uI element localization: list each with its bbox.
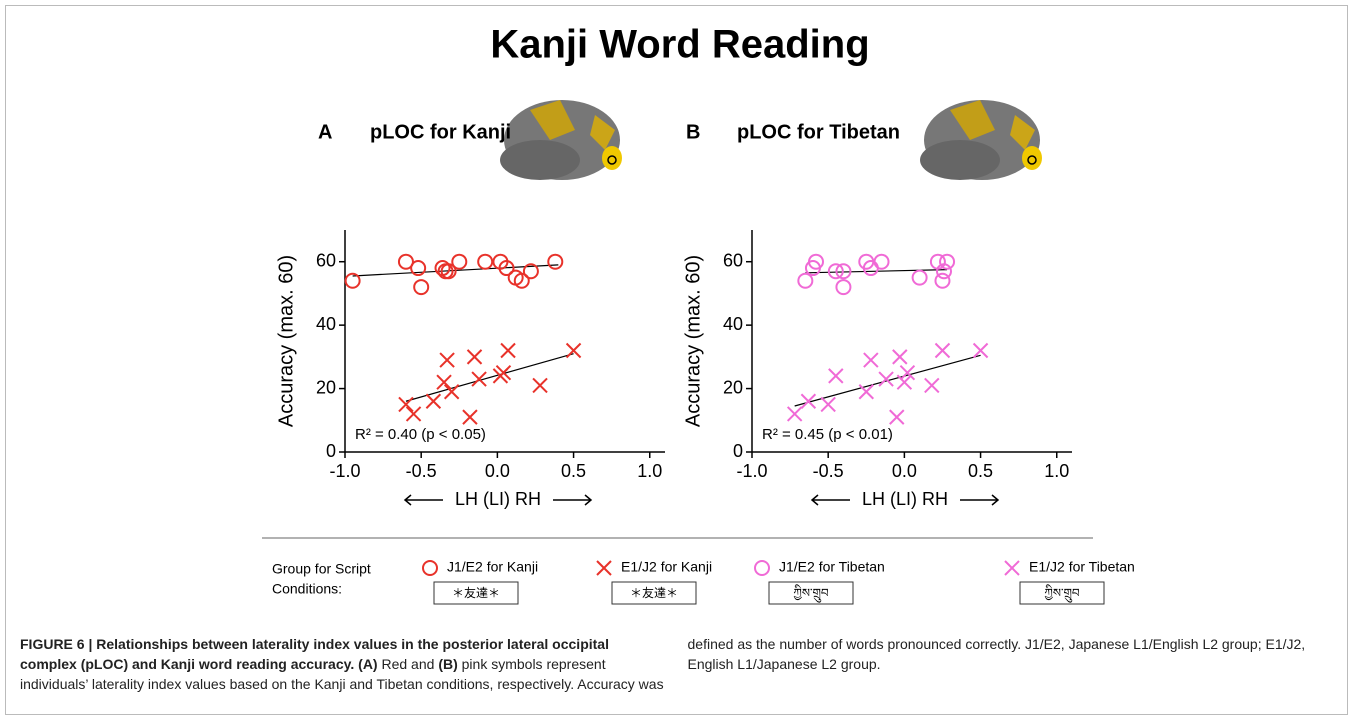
x-tick-label: 0.5 [968,461,993,481]
caption-text: Red and [378,656,439,672]
point [533,378,547,392]
script-sample: ＊友達＊ [452,586,500,600]
panel-title: pLOC for Kanji [370,121,511,143]
y-axis-label: Accuracy (max. 60) [275,255,297,427]
point [426,394,440,408]
legend-marker [1005,561,1019,575]
legend-label: J1/E2 for Tibetan [779,559,885,575]
x-tick-label: 0.5 [561,461,586,481]
point [821,397,835,411]
y-tick-label: 60 [316,250,336,270]
point [836,280,850,294]
point [925,378,939,392]
y-tick-label: 20 [316,377,336,397]
y-tick-label: 40 [316,314,336,334]
page: Kanji Word Reading Group for Script Cond… [0,0,1355,722]
panel-label: A [318,121,332,143]
point [407,407,421,421]
legend-title: Conditions: [272,581,342,597]
annotation: R² = 0.40 (p < 0.05) [355,426,486,443]
point [788,407,802,421]
caption-ref: (A) [358,656,377,672]
point [501,344,515,358]
point [913,271,927,285]
panel-title: pLOC for Tibetan [737,121,900,143]
legend-item: J1/E2 for Tibetan [755,559,885,575]
point [879,372,893,386]
x-axis-label: LH (LI) RH [862,489,948,509]
legend-marker [423,561,437,575]
caption: FIGURE 6 | Relationships between lateral… [20,634,1335,694]
point [399,397,413,411]
x-axis-label: LH (LI) RH [455,489,541,509]
legend-title: Group for Script [272,561,371,577]
point [940,255,954,269]
y-tick-label: 0 [326,441,336,461]
legend-item: J1/E2 for Kanji [423,559,538,575]
legend-item: E1/J2 for Kanji [597,559,712,575]
y-axis-label: Accuracy (max. 60) [682,255,704,427]
x-tick-label: -0.5 [406,461,437,481]
point [897,375,911,389]
y-tick-label: 20 [723,377,743,397]
point [864,353,878,367]
point [437,375,451,389]
point [478,255,492,269]
figure: Kanji Word Reading Group for Script Cond… [0,0,1355,630]
point [935,344,949,358]
x-tick-label: 1.0 [637,461,662,481]
point [548,255,562,269]
point [463,410,477,424]
caption-ref: (B) [438,656,457,672]
x-tick-label: 0.0 [485,461,510,481]
panel-label: B [686,121,700,143]
point [445,385,459,399]
brain-b [920,100,1042,180]
point [468,350,482,364]
point [890,410,904,424]
brain-a [500,100,622,180]
point [875,255,889,269]
point [567,344,581,358]
x-tick-label: 0.0 [892,461,917,481]
arrow-left [405,495,443,505]
arrow-right [960,495,998,505]
point [893,350,907,364]
point [452,255,466,269]
x-tick-label: -1.0 [329,461,360,481]
legend-marker [755,561,769,575]
point [440,353,454,367]
arrow-right [553,495,591,505]
point [414,280,428,294]
legend-item: E1/J2 for Tibetan [1005,559,1135,575]
y-tick-label: 40 [723,314,743,334]
x-tick-label: -0.5 [813,461,844,481]
point [900,366,914,380]
legend-marker [597,561,611,575]
arrow-left [812,495,850,505]
point [798,274,812,288]
x-tick-label: 1.0 [1044,461,1069,481]
legend-label: J1/E2 for Kanji [447,559,538,575]
y-tick-label: 60 [723,250,743,270]
figure-title: Kanji Word Reading [490,23,869,67]
point [829,369,843,383]
fit-line [406,354,574,402]
legend-label: E1/J2 for Tibetan [1029,559,1135,575]
annotation: R² = 0.45 (p < 0.01) [762,426,893,443]
legend-label: E1/J2 for Kanji [621,559,712,575]
x-tick-label: -1.0 [736,461,767,481]
y-tick-label: 0 [733,441,743,461]
script-sample: ＊友達＊ [630,586,678,600]
